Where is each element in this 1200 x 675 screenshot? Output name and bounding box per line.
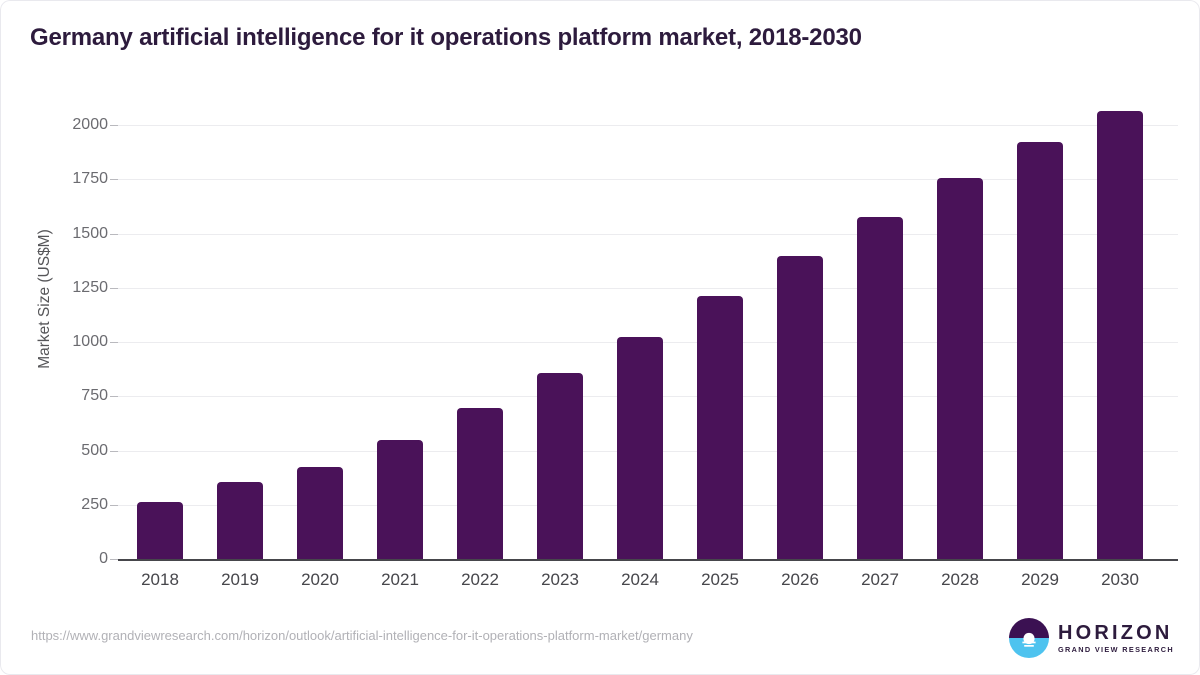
bar[interactable] xyxy=(537,373,583,559)
x-axis-tick-label: 2023 xyxy=(541,570,579,589)
bar-slot xyxy=(600,0,680,559)
y-axis-tick-mark xyxy=(110,179,118,181)
horizon-logo-icon xyxy=(1008,618,1049,658)
bar-slot xyxy=(120,0,200,559)
x-axis-ticks: 2018 2019 2020 2021 2022 2023 2024 2025 2026 2027… xyxy=(118,570,1178,600)
y-axis-tick-mark xyxy=(110,396,118,398)
x-axis-tick-label: 2030 xyxy=(1101,570,1139,589)
x-axis-tick-label: 2026 xyxy=(781,570,819,589)
y-axis-ticks: 0 250 500 750 1000 1250 1500 1750 2000 xyxy=(34,0,108,675)
y-axis-tick-mark xyxy=(110,559,118,560)
bar[interactable] xyxy=(457,407,503,559)
y-axis-tick-label: 250 xyxy=(81,495,108,513)
bar-series xyxy=(118,0,1178,559)
logo-tagline: GRAND VIEW RESEARCH xyxy=(1057,644,1174,654)
logo-name: HORIZON xyxy=(1057,621,1173,644)
y-axis-tick-label: 1000 xyxy=(72,333,108,350)
bar-slot xyxy=(200,0,280,559)
bar-slot xyxy=(920,0,1000,559)
bar[interactable] xyxy=(377,440,423,559)
x-axis-tick-label: 2029 xyxy=(1021,570,1059,589)
bar[interactable] xyxy=(617,337,663,559)
y-axis-tick-label: 1250 xyxy=(72,278,108,296)
gridline xyxy=(118,287,1178,289)
bar[interactable] xyxy=(297,466,343,559)
y-axis-tick-label: 1500 xyxy=(72,224,108,242)
y-axis-tick-mark xyxy=(110,450,118,452)
bar[interactable] xyxy=(697,296,743,559)
bar-slot xyxy=(520,0,600,559)
x-axis-tick-label: 2024 xyxy=(621,570,659,589)
x-axis-tick-label: 2028 xyxy=(941,570,979,589)
x-axis-line xyxy=(118,559,1178,561)
gridline xyxy=(118,125,1178,126)
x-axis-tick-label: 2019 xyxy=(221,570,259,589)
bar[interactable] xyxy=(1097,110,1143,559)
bar-slot xyxy=(680,0,760,559)
x-axis-tick-label: 2021 xyxy=(381,570,419,589)
y-axis-tick-label: 750 xyxy=(81,387,108,405)
page-title: Germany artificial intelligence for it o… xyxy=(30,24,862,51)
bar-slot xyxy=(360,0,440,559)
y-axis-tick-mark xyxy=(110,125,118,126)
bar-slot xyxy=(440,0,520,559)
x-axis-tick-label: 2025 xyxy=(701,570,739,589)
bar[interactable] xyxy=(1017,142,1063,559)
bar-slot xyxy=(1080,0,1160,559)
y-axis-tick-label: 1750 xyxy=(72,170,108,188)
bar[interactable] xyxy=(937,178,983,559)
bar[interactable] xyxy=(857,217,903,559)
gridline xyxy=(118,233,1178,235)
y-axis-tick-label: 0 xyxy=(99,550,108,567)
y-axis-tick-mark xyxy=(110,504,118,506)
x-axis-tick-label: 2027 xyxy=(861,570,899,589)
y-axis-tick-mark xyxy=(110,342,118,343)
bar[interactable] xyxy=(217,481,263,559)
y-axis-tick-label: 500 xyxy=(81,441,108,459)
x-axis-tick-label: 2022 xyxy=(461,570,499,589)
y-axis-tick-mark xyxy=(110,287,118,289)
y-axis-tick-mark xyxy=(110,233,118,235)
logo-wordmark: HORIZON GRAND VIEW RESEARCH xyxy=(1058,623,1174,653)
brand-logo: HORIZON GRAND VIEW RESEARCH xyxy=(1008,618,1174,658)
bar-slot xyxy=(840,0,920,559)
bar-slot xyxy=(280,0,360,559)
bar-slot xyxy=(1000,0,1080,559)
bar[interactable] xyxy=(777,256,823,559)
x-axis-tick-label: 2020 xyxy=(301,570,339,589)
bar-slot xyxy=(760,0,840,559)
x-axis-tick-label: 2018 xyxy=(141,570,179,589)
y-axis-tick-label: 2000 xyxy=(72,116,108,133)
source-url[interactable]: https://www.grandviewresearch.com/horizo… xyxy=(31,628,693,643)
bar[interactable] xyxy=(137,501,183,559)
gridline xyxy=(118,179,1178,181)
